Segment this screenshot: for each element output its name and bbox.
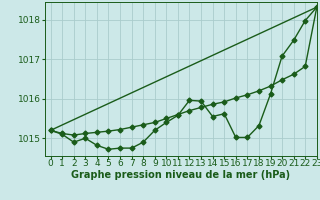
X-axis label: Graphe pression niveau de la mer (hPa): Graphe pression niveau de la mer (hPa) — [71, 170, 290, 180]
